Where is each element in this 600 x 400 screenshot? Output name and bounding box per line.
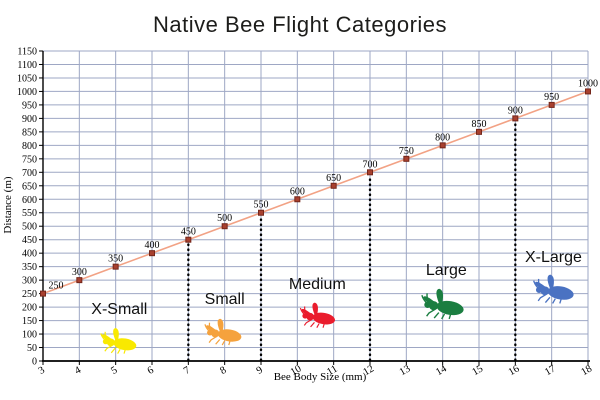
- svg-text:300: 300: [22, 276, 37, 287]
- svg-text:1000: 1000: [578, 78, 598, 89]
- svg-text:1000: 1000: [17, 87, 37, 98]
- svg-text:16: 16: [507, 363, 522, 378]
- svg-text:650: 650: [326, 173, 341, 184]
- bee-icon-x-large: [533, 273, 576, 305]
- svg-text:18: 18: [579, 363, 594, 378]
- svg-text:900: 900: [508, 105, 523, 116]
- svg-text:0: 0: [32, 357, 37, 368]
- bee-icon-medium: [299, 302, 337, 329]
- svg-text:950: 950: [544, 92, 559, 103]
- svg-text:6: 6: [146, 365, 156, 377]
- category-label-x-small: X-Small: [91, 300, 148, 318]
- svg-text:350: 350: [108, 254, 123, 265]
- gridlines: [43, 50, 589, 361]
- svg-text:12: 12: [361, 363, 376, 378]
- svg-text:4: 4: [73, 364, 84, 377]
- svg-text:1050: 1050: [17, 73, 37, 84]
- category-label-medium: Medium: [288, 275, 346, 293]
- svg-text:17: 17: [543, 363, 558, 378]
- svg-text:1100: 1100: [17, 60, 37, 71]
- bee-icon-small: [204, 318, 243, 346]
- svg-text:13: 13: [398, 363, 413, 378]
- svg-text:3: 3: [37, 365, 47, 377]
- category-boundary-lines: [187, 121, 517, 362]
- svg-text:100: 100: [22, 330, 37, 341]
- svg-text:5: 5: [109, 365, 119, 377]
- svg-text:8: 8: [218, 365, 228, 377]
- category-label-large: Large: [425, 261, 467, 279]
- svg-text:550: 550: [22, 208, 37, 219]
- svg-text:650: 650: [22, 181, 37, 192]
- trend-line: [42, 90, 589, 295]
- svg-text:500: 500: [22, 222, 37, 233]
- svg-text:250: 250: [49, 281, 64, 292]
- svg-text:400: 400: [22, 249, 37, 260]
- svg-text:1150: 1150: [17, 47, 37, 58]
- svg-text:850: 850: [472, 119, 487, 130]
- x-axis-title: Bee Body Size (mm): [273, 371, 367, 383]
- svg-text:700: 700: [363, 159, 378, 170]
- bee-icon-x-small: [100, 327, 138, 355]
- tick-labels: 0 50 100 150 200 250 300 350 400 450 500 550 600 650 7…: [17, 47, 594, 379]
- svg-text:150: 150: [22, 316, 37, 327]
- category-label-small: Small: [204, 291, 245, 309]
- chart-title: Native Bee Flight Categories: [152, 12, 448, 37]
- svg-text:300: 300: [72, 267, 87, 278]
- point-labels: 250 300 350 400 450 500 550 600 650 700 750 800 850 9…: [49, 78, 599, 291]
- svg-text:750: 750: [399, 146, 414, 157]
- svg-text:11: 11: [325, 364, 339, 379]
- svg-text:50: 50: [27, 343, 37, 354]
- svg-text:7: 7: [182, 365, 192, 377]
- data-point-markers: [40, 88, 591, 297]
- svg-text:600: 600: [290, 186, 305, 197]
- svg-text:900: 900: [22, 114, 37, 125]
- svg-text:800: 800: [22, 141, 37, 152]
- svg-text:950: 950: [22, 100, 37, 111]
- svg-text:200: 200: [22, 303, 37, 314]
- svg-text:450: 450: [181, 227, 196, 238]
- svg-text:500: 500: [217, 213, 232, 224]
- category-label-x-large: X-Large: [525, 249, 582, 267]
- svg-text:550: 550: [254, 200, 269, 211]
- svg-text:800: 800: [435, 132, 450, 143]
- svg-text:700: 700: [22, 168, 37, 179]
- svg-text:450: 450: [22, 235, 37, 246]
- svg-text:600: 600: [22, 195, 37, 206]
- svg-text:750: 750: [22, 154, 37, 165]
- svg-text:250: 250: [22, 289, 37, 300]
- svg-text:15: 15: [470, 363, 485, 378]
- axes: [39, 50, 590, 365]
- svg-text:850: 850: [22, 127, 37, 138]
- svg-text:14: 14: [434, 363, 449, 378]
- svg-text:10: 10: [289, 363, 304, 378]
- svg-text:400: 400: [145, 240, 160, 251]
- svg-text:9: 9: [255, 365, 265, 377]
- svg-text:350: 350: [22, 262, 37, 273]
